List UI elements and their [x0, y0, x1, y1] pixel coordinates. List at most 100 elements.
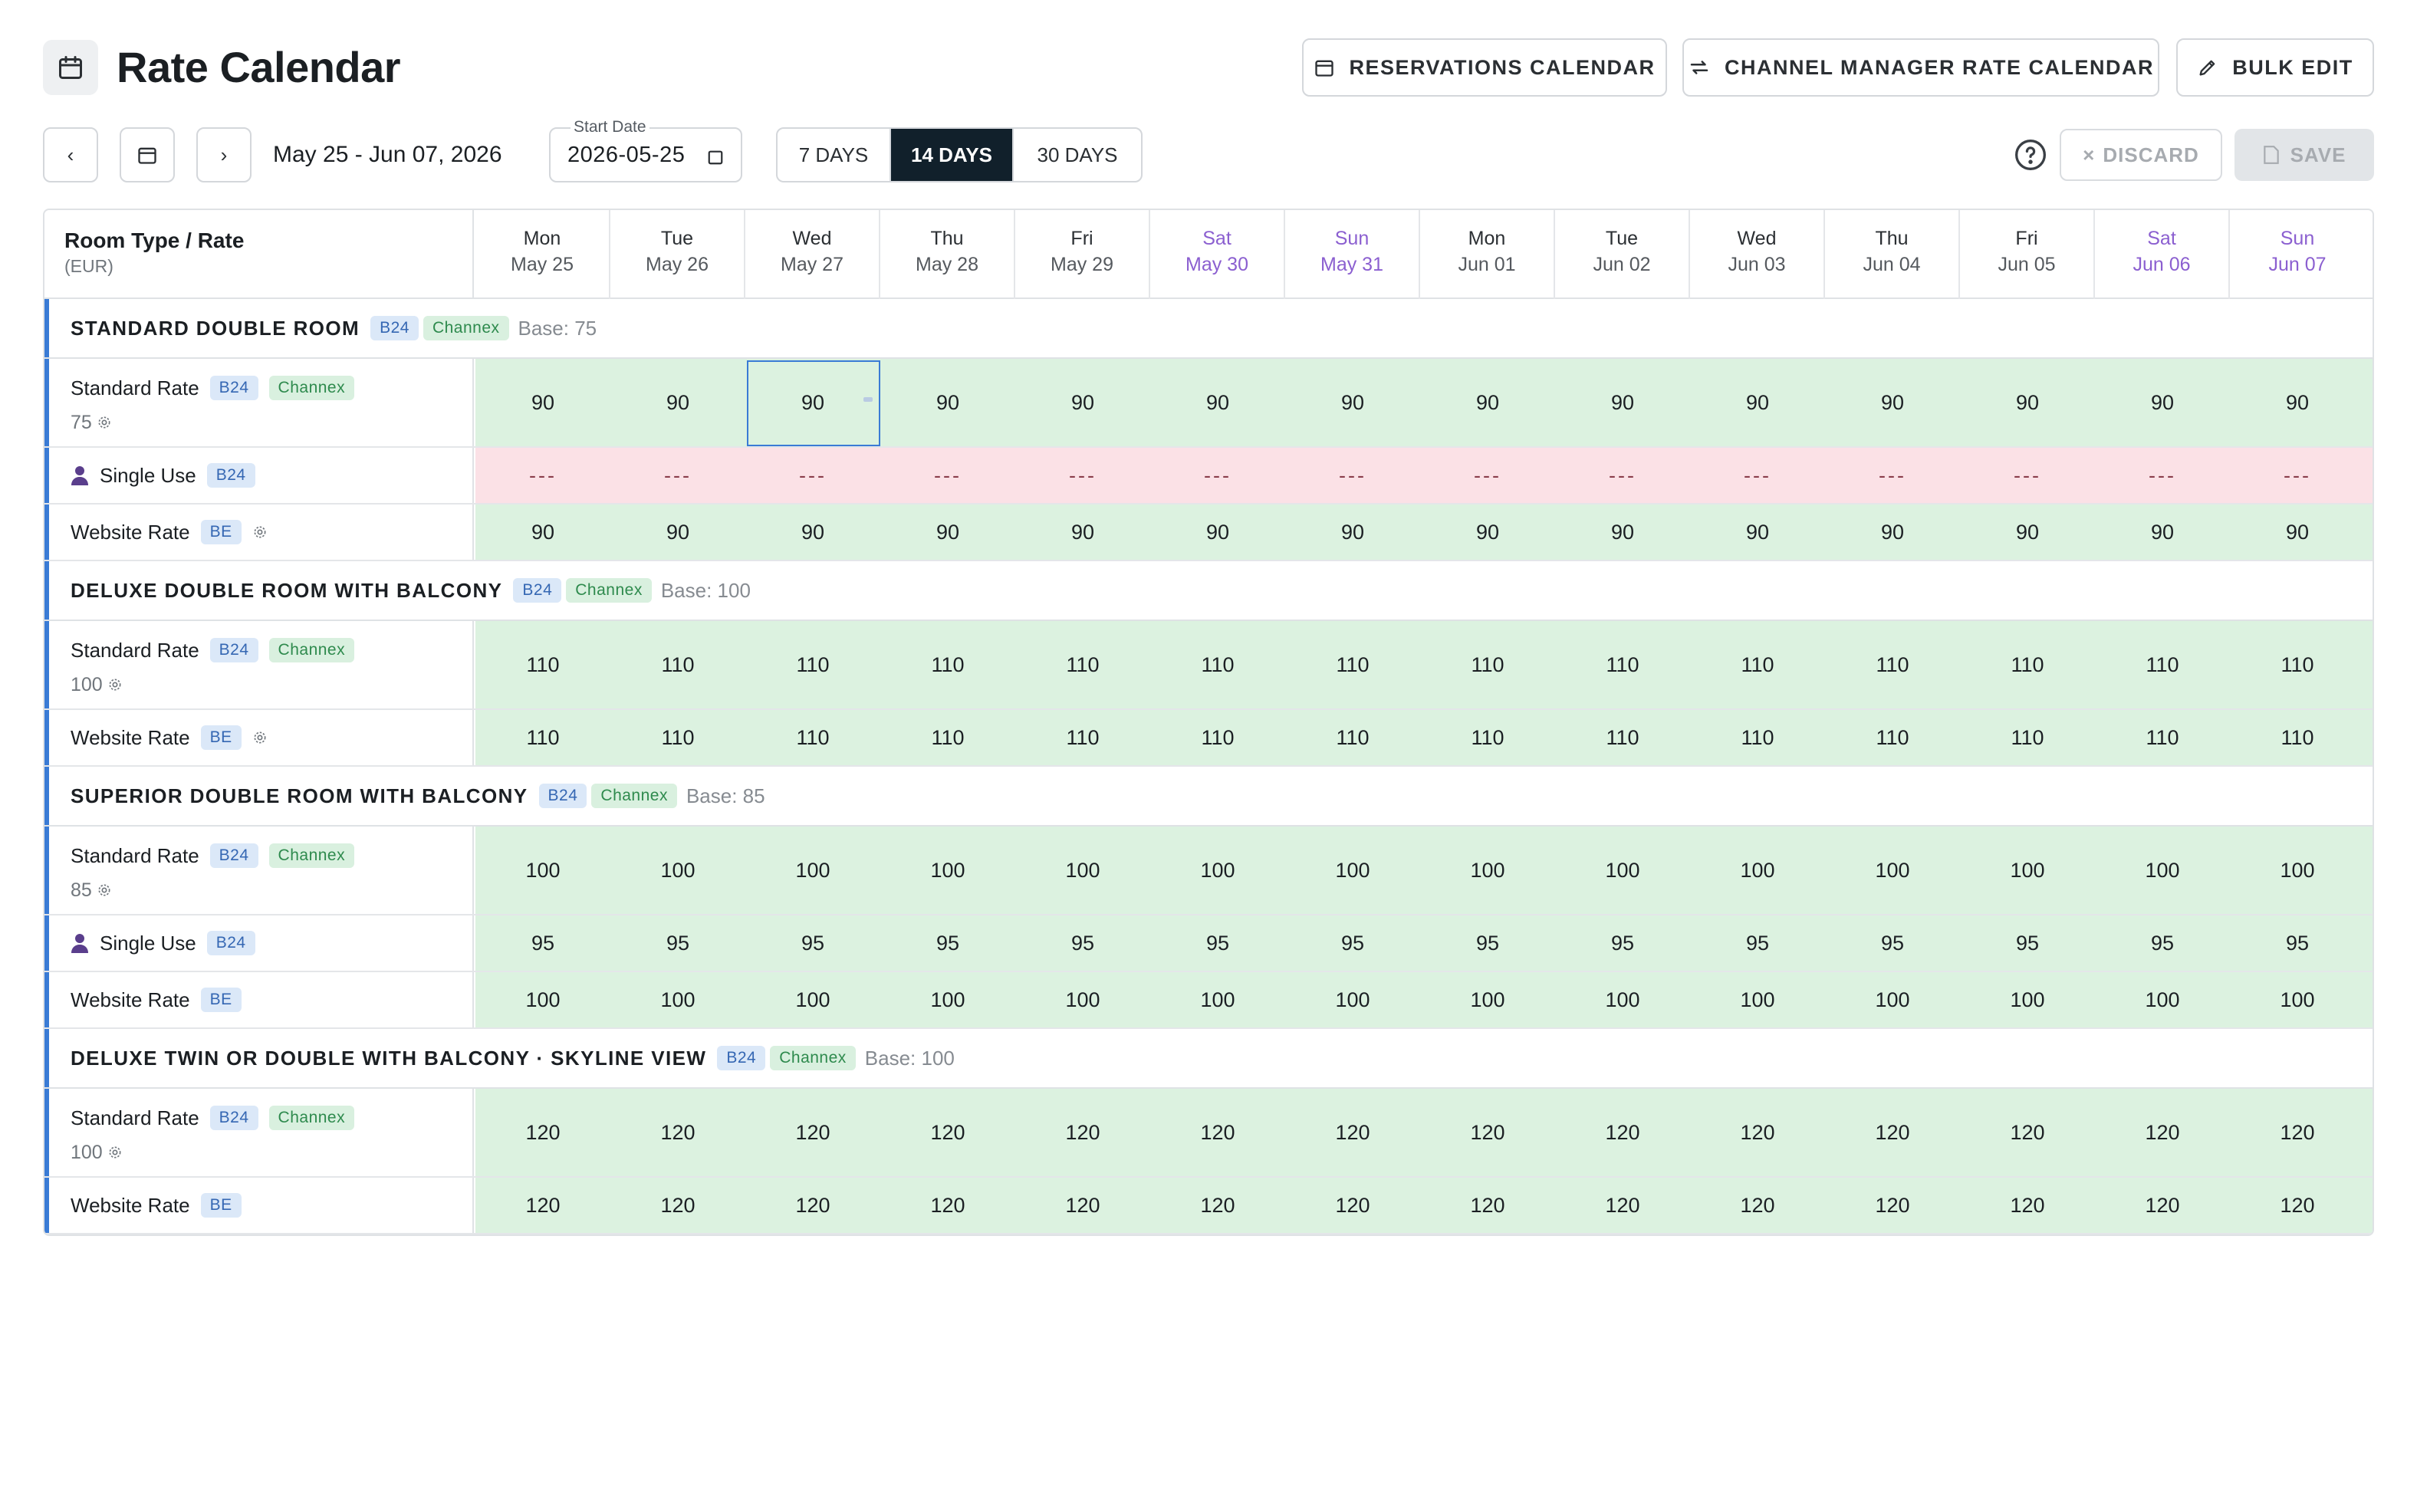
rate-cell[interactable]: 120 — [2145, 1193, 2180, 1217]
rate-cell[interactable]: 95 — [801, 931, 825, 955]
rate-cell[interactable]: --- — [934, 463, 962, 487]
rate-cell[interactable]: 120 — [660, 1120, 696, 1144]
rate-cell[interactable]: 110 — [2146, 652, 2179, 676]
gear-icon[interactable] — [97, 415, 112, 430]
rate-cell[interactable]: 120 — [795, 1120, 830, 1144]
rate-cell[interactable]: --- — [2284, 463, 2311, 487]
rate-cell[interactable]: 90 — [1475, 390, 1500, 414]
rate-cell[interactable]: 100 — [1200, 988, 1235, 1011]
rate-cell[interactable]: 120 — [1605, 1120, 1640, 1144]
rate-cell[interactable]: 95 — [1340, 931, 1365, 955]
rate-cell[interactable]: 110 — [1201, 652, 1235, 676]
bulk-edit-button[interactable]: BULK EDIT — [2176, 38, 2374, 97]
rate-cell[interactable]: 110 — [1471, 725, 1504, 749]
rate-cell[interactable]: --- — [664, 463, 692, 487]
rate-cell[interactable]: 110 — [931, 652, 965, 676]
rate-cell[interactable]: 90 — [666, 520, 690, 544]
rate-cell[interactable]: 120 — [1605, 1193, 1640, 1217]
rate-cell[interactable]: 90 — [531, 520, 555, 544]
rate-cell[interactable]: 120 — [1470, 1193, 1505, 1217]
rate-cell[interactable]: 120 — [1200, 1193, 1235, 1217]
rate-cell[interactable]: 110 — [661, 725, 695, 749]
rate-cell[interactable]: 100 — [795, 988, 830, 1011]
rate-cell[interactable]: 110 — [2011, 652, 2044, 676]
rate-cell[interactable]: 90 — [666, 390, 690, 414]
rate-cell[interactable]: 120 — [525, 1120, 561, 1144]
rate-cell[interactable]: 95 — [936, 931, 960, 955]
rate-cell[interactable]: 90 — [2150, 390, 2175, 414]
rate-cell[interactable]: 90 — [801, 390, 825, 414]
rate-cell[interactable]: 120 — [1740, 1120, 1775, 1144]
range-14-days[interactable]: 14 DAYS — [891, 129, 1014, 181]
rate-cell[interactable]: 120 — [795, 1193, 830, 1217]
range-30-days[interactable]: 30 DAYS — [1037, 143, 1118, 166]
rate-cell[interactable]: 120 — [930, 1120, 965, 1144]
rate-cell[interactable]: 90 — [1745, 390, 1770, 414]
calendar-icon[interactable] — [707, 149, 724, 166]
rate-cell[interactable]: 95 — [1205, 931, 1230, 955]
rate-cell[interactable]: 90 — [1070, 390, 1095, 414]
rate-cell[interactable]: 100 — [930, 858, 965, 882]
rate-cell[interactable]: 95 — [1880, 931, 1905, 955]
rate-cell[interactable]: 100 — [1200, 858, 1235, 882]
rate-cell[interactable]: 95 — [2285, 931, 2310, 955]
rate-cell[interactable]: 120 — [1065, 1120, 1100, 1144]
rate-cell[interactable]: 90 — [1205, 390, 1230, 414]
rate-cell[interactable]: --- — [1069, 463, 1097, 487]
rate-cell[interactable]: 110 — [1066, 725, 1100, 749]
gear-icon[interactable] — [252, 730, 268, 745]
rate-cell[interactable]: --- — [2014, 463, 2041, 487]
rate-cell[interactable]: 120 — [1875, 1120, 1910, 1144]
rate-cell[interactable]: 90 — [2285, 520, 2310, 544]
rate-cell[interactable]: 100 — [525, 858, 561, 882]
previous-period-button[interactable]: ‹ — [43, 127, 98, 182]
rate-cell[interactable]: 90 — [1205, 520, 1230, 544]
rate-cell[interactable]: 100 — [2010, 988, 2045, 1011]
rate-cell[interactable]: 90 — [2015, 390, 2040, 414]
channel-manager-rate-calendar-button[interactable]: CHANNEL MANAGER RATE CALENDAR — [1682, 38, 2159, 97]
rate-cell[interactable]: 110 — [1606, 652, 1639, 676]
rate-cell[interactable]: 95 — [1475, 931, 1500, 955]
rate-cell[interactable]: --- — [529, 463, 557, 487]
rate-cell[interactable]: --- — [1879, 463, 1906, 487]
rate-cell[interactable]: 110 — [1741, 652, 1774, 676]
rate-cell[interactable]: 100 — [525, 988, 561, 1011]
rate-cell[interactable]: --- — [2149, 463, 2176, 487]
rate-cell[interactable]: 120 — [1470, 1120, 1505, 1144]
rate-cell[interactable]: 90 — [1880, 520, 1905, 544]
rate-cell[interactable]: 100 — [1740, 988, 1775, 1011]
rate-cell[interactable]: 100 — [1470, 858, 1505, 882]
gear-icon[interactable] — [107, 677, 123, 692]
rate-cell[interactable]: 120 — [1335, 1120, 1370, 1144]
rate-cell[interactable]: 120 — [1875, 1193, 1910, 1217]
rate-cell[interactable]: 95 — [1610, 931, 1635, 955]
range-7-days[interactable]: 7 DAYS — [778, 129, 891, 181]
rate-cell[interactable]: 95 — [531, 931, 555, 955]
rate-cell[interactable]: 110 — [526, 652, 560, 676]
rate-cell[interactable]: --- — [1204, 463, 1232, 487]
reservations-calendar-button[interactable]: RESERVATIONS CALENDAR — [1302, 38, 1667, 97]
rate-cell[interactable]: 110 — [2011, 725, 2044, 749]
rate-cell[interactable]: 100 — [1470, 988, 1505, 1011]
gear-icon[interactable] — [107, 1145, 123, 1160]
rate-cell[interactable]: 110 — [2281, 725, 2314, 749]
rate-cell[interactable]: 90 — [1340, 390, 1365, 414]
rate-cell[interactable]: 90 — [1610, 390, 1635, 414]
rate-cell[interactable]: 100 — [2145, 988, 2180, 1011]
rate-cell[interactable]: 110 — [2146, 725, 2179, 749]
rate-cell[interactable]: 110 — [2281, 652, 2314, 676]
rate-cell[interactable]: 100 — [660, 858, 696, 882]
rate-cell[interactable]: 120 — [2010, 1120, 2045, 1144]
rate-cell[interactable]: 100 — [2145, 858, 2180, 882]
rate-cell[interactable]: 100 — [1335, 988, 1370, 1011]
rate-cell[interactable]: 110 — [1606, 725, 1639, 749]
rate-cell[interactable]: 120 — [2280, 1193, 2315, 1217]
rate-cell[interactable]: 100 — [2010, 858, 2045, 882]
rate-cell[interactable]: --- — [1609, 463, 1636, 487]
rate-cell[interactable]: 90 — [1745, 520, 1770, 544]
save-button[interactable]: SAVE — [2234, 129, 2374, 181]
gear-icon[interactable] — [252, 524, 268, 540]
rate-cell[interactable]: 100 — [1605, 858, 1640, 882]
rate-cell[interactable]: 95 — [1070, 931, 1095, 955]
rate-cell[interactable]: 120 — [1335, 1193, 1370, 1217]
